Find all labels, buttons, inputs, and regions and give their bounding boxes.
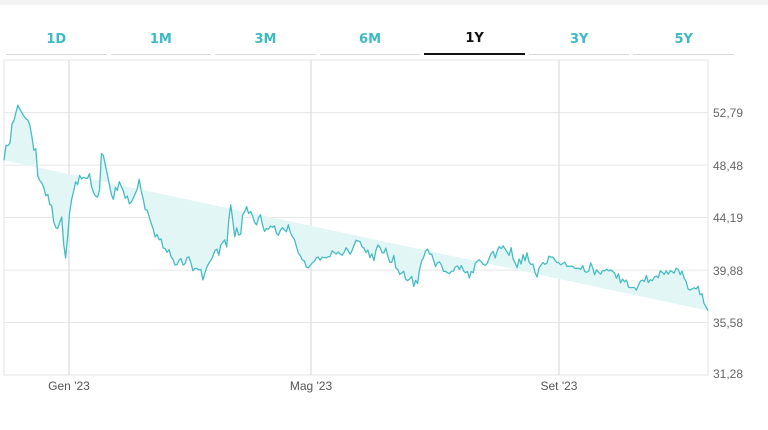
tab-3m[interactable]: 3M <box>215 24 316 55</box>
y-axis-labels: 31,28 35,58 39,88 44,19 48,48 52,79 <box>713 106 743 381</box>
y-tick-label: 31,28 <box>713 367 743 381</box>
tab-6m[interactable]: 6M <box>319 24 421 55</box>
range-tabs: 1D 1M 3M 6M 1Y 3Y 5Y <box>4 24 736 56</box>
x-axis-labels: Gen '23 Mag '23 Set '23 <box>48 379 578 393</box>
y-tick-label: 48,48 <box>713 159 743 173</box>
x-tick-label: Set '23 <box>541 379 578 393</box>
tab-3y[interactable]: 3Y <box>528 24 630 55</box>
tab-1d[interactable]: 1D <box>6 24 107 55</box>
tab-1m[interactable]: 1M <box>110 24 212 55</box>
horizontal-gridlines <box>4 112 708 376</box>
x-tick-label: Gen '23 <box>48 379 90 393</box>
top-strip <box>0 0 768 5</box>
tab-1y[interactable]: 1Y <box>424 24 525 55</box>
price-line <box>3 104 709 311</box>
y-tick-label: 39,88 <box>713 264 743 278</box>
tab-5y[interactable]: 5Y <box>633 24 735 55</box>
y-tick-label: 44,19 <box>713 211 743 225</box>
price-area <box>4 105 708 311</box>
y-tick-label: 52,79 <box>713 106 743 120</box>
x-tick-label: Mag '23 <box>290 379 333 393</box>
y-tick-label: 35,58 <box>713 316 743 330</box>
